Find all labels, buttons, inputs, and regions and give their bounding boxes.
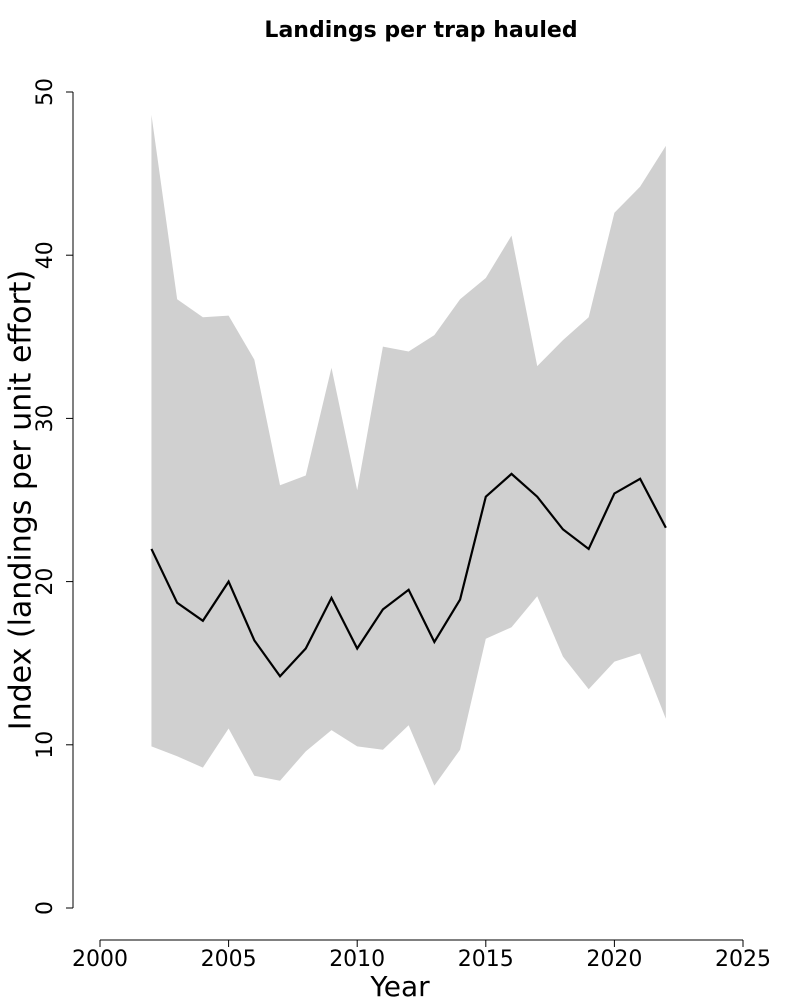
x-tick-label: 2020 bbox=[586, 947, 642, 972]
x-tick-label: 2010 bbox=[329, 947, 385, 972]
y-tick-label: 20 bbox=[33, 568, 58, 596]
y-tick-label: 0 bbox=[33, 901, 58, 915]
x-axis-label: Year bbox=[369, 970, 430, 1000]
y-tick-label: 40 bbox=[33, 241, 58, 269]
y-tick-label: 30 bbox=[33, 404, 58, 432]
x-tick-label: 2000 bbox=[72, 947, 128, 972]
x-tick-label: 2025 bbox=[715, 947, 771, 972]
x-tick-label: 2005 bbox=[201, 947, 257, 972]
chart-title: Landings per trap hauled bbox=[264, 18, 577, 43]
y-tick-label: 10 bbox=[33, 731, 58, 759]
x-tick-label: 2015 bbox=[458, 947, 514, 972]
confidence-band bbox=[151, 114, 666, 786]
y-axis-label: Index (landings per unit effort) bbox=[4, 270, 39, 730]
index-line bbox=[150, 472, 667, 678]
y-tick-label: 50 bbox=[33, 78, 58, 106]
